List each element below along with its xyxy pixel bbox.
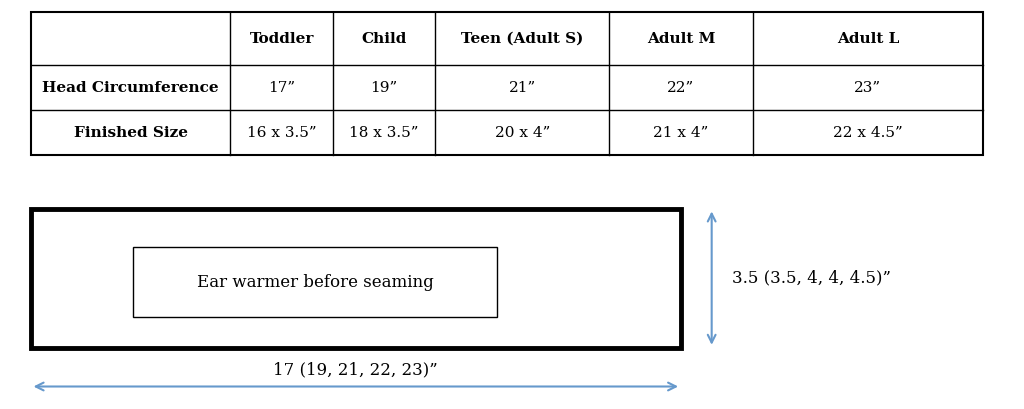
Text: Adult L: Adult L (837, 32, 899, 46)
Text: Child: Child (361, 32, 407, 46)
Text: 20 x 4”: 20 x 4” (495, 126, 550, 140)
Text: 22”: 22” (668, 81, 694, 95)
Text: Teen (Adult S): Teen (Adult S) (461, 32, 584, 46)
Text: Finished Size: Finished Size (74, 126, 187, 140)
Text: 3.5 (3.5, 4, 4, 4.5)”: 3.5 (3.5, 4, 4, 4.5)” (732, 270, 891, 287)
Text: 21 x 4”: 21 x 4” (653, 126, 709, 140)
Text: Ear warmer before seaming: Ear warmer before seaming (197, 274, 433, 291)
Text: Adult M: Adult M (647, 32, 715, 46)
Text: 22 x 4.5”: 22 x 4.5” (833, 126, 903, 140)
Text: 17 (19, 21, 22, 23)”: 17 (19, 21, 22, 23)” (273, 362, 438, 379)
Bar (31, 209, 681, 348)
Bar (31, 12, 983, 155)
Text: Toddler: Toddler (250, 32, 313, 46)
Bar (133, 247, 497, 317)
Text: 21”: 21” (509, 81, 536, 95)
Text: Head Circumference: Head Circumference (42, 81, 219, 95)
Text: 19”: 19” (371, 81, 397, 95)
Text: 16 x 3.5”: 16 x 3.5” (247, 126, 316, 140)
Text: 23”: 23” (854, 81, 882, 95)
Text: 17”: 17” (268, 81, 295, 95)
Text: 18 x 3.5”: 18 x 3.5” (349, 126, 419, 140)
